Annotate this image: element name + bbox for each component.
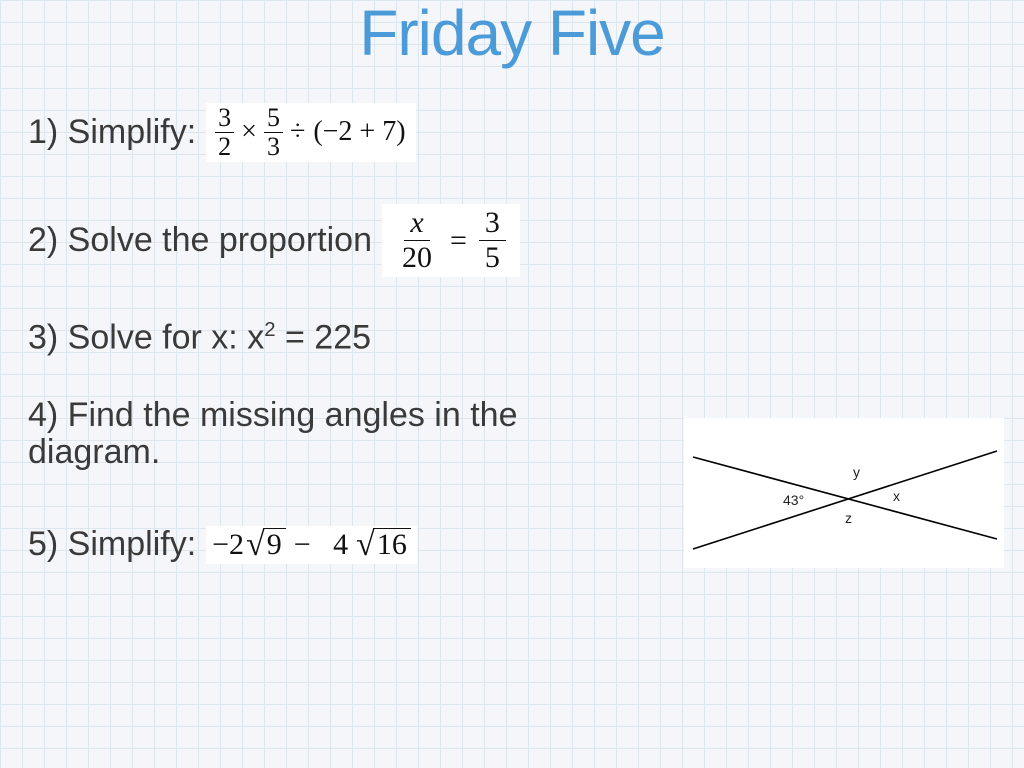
q5-rad1-arg: 9 [263,528,286,562]
diagram-label-x: x [893,488,900,504]
q5-rad2-arg: 16 [373,528,411,562]
question-1: 1) Simplify: 3 2 × 5 3 ÷ (−2 + 7) [28,103,996,162]
q2-equals: = [450,224,467,257]
q2-label: 2) Solve the proportion [28,222,372,259]
q2-right-frac: 3 5 [479,208,506,273]
q2-right-den: 5 [479,241,506,273]
q2-left-den: 20 [396,241,438,273]
diagram-line1 [693,457,997,539]
q1-frac1-num: 3 [215,105,234,133]
q1-label: 1) Simplify: [28,114,196,151]
angle-diagram: 43° y x z [684,418,1004,568]
q2-left-frac: x 20 [396,208,438,273]
q2-right-num: 3 [479,208,506,241]
q5-sqrt1: √ 9 [246,528,286,562]
q2-left-num: x [404,208,429,241]
diagram-label-y: y [853,464,860,480]
page-title: Friday Five [28,0,996,67]
q5-label: 5) Simplify: [28,526,196,563]
diagram-line2 [693,451,997,549]
q5-mid: − 4 [294,528,348,561]
q1-frac2-num: 5 [264,105,283,133]
question-3: 3) Solve for x: x2 = 225 [28,319,996,357]
question-2: 2) Solve the proportion x 20 = 3 5 [28,204,996,277]
diagram-label-z: z [845,510,852,526]
q1-frac2-den: 3 [264,133,283,160]
angle-diagram-svg: 43° y x z [685,419,1005,569]
q1-paren: (−2 + 7) [313,117,405,148]
q1-divide: ÷ [290,117,305,148]
q1-times: × [241,117,257,148]
q3-text: 3) Solve for x: x2 = 225 [28,319,371,357]
q1-frac1-den: 2 [215,133,234,160]
q3-exponent: 2 [264,319,275,341]
q3-label-a: 3) Solve for x: x [28,319,264,357]
q4-label: 4) Find the missing angles in the diagra… [28,397,628,472]
slide: Friday Five 1) Simplify: 3 2 × 5 3 ÷ (−2… [0,0,1024,768]
q1-frac2: 5 3 [264,105,283,160]
q1-expression: 3 2 × 5 3 ÷ (−2 + 7) [206,103,415,162]
q1-frac1: 3 2 [215,105,234,160]
q5-sqrt2: √ 16 [356,528,411,562]
q2-expression: x 20 = 3 5 [382,204,520,277]
q5-lead: −2 [212,528,244,561]
q5-expression: −2 √ 9 − 4 √ 16 [206,526,417,564]
q3-label-b: = 225 [276,319,371,357]
diagram-label-43: 43° [783,492,804,508]
